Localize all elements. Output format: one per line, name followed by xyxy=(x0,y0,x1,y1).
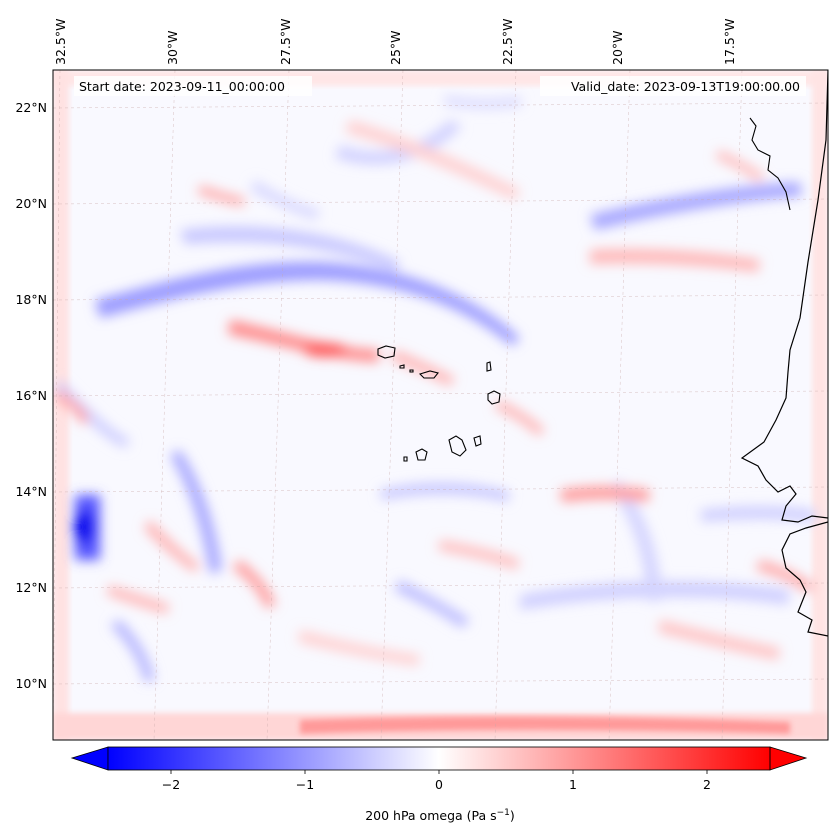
colorbar-tick-label: −2 xyxy=(162,777,180,792)
lon-label: 27.5°W xyxy=(278,19,293,65)
lon-label: 17.5°W xyxy=(722,19,737,65)
colorbar-extend-min xyxy=(70,746,109,771)
map-frame xyxy=(52,69,829,741)
cape-verde-islands xyxy=(377,345,501,462)
lat-label: 18°N xyxy=(15,292,47,307)
lat-label: 20°N xyxy=(15,196,47,211)
colorbar-tick-label: 1 xyxy=(569,777,577,792)
colorbar-title-end: ) xyxy=(510,808,515,823)
colorbar-tick-label: 2 xyxy=(703,777,711,792)
lon-label: 20°W xyxy=(610,30,625,65)
senegal-cape xyxy=(749,117,791,211)
colorbar-title-main: 200 hPa omega (Pa s xyxy=(365,808,496,823)
start-date-label: Start date: 2023-09-11_00:00:00 xyxy=(79,79,285,94)
colorbar: −2 −1 0 1 2 200 hPa omega (Pa s−1) xyxy=(70,746,808,823)
lat-label: 16°N xyxy=(15,388,47,403)
map-panel: Start date: 2023-09-11_00:00:00 Valid_da… xyxy=(52,69,829,741)
valid-date-label: Valid_date: 2023-09-13T19:00:00.00 xyxy=(571,79,800,94)
lon-label: 22.5°W xyxy=(500,19,515,65)
lat-label: 22°N xyxy=(15,100,47,115)
guinea-coastline xyxy=(781,521,828,637)
lon-label: 25°W xyxy=(388,30,403,65)
latitude-labels: 22°N 20°N 18°N 16°N 14°N 12°N 10°N xyxy=(15,100,47,691)
lat-label: 14°N xyxy=(15,484,47,499)
lat-label: 10°N xyxy=(15,676,47,691)
colorbar-extend-max xyxy=(769,746,808,771)
lon-label: 30°W xyxy=(165,30,180,65)
lon-label: 32.5°W xyxy=(53,19,68,65)
colorbar-title: 200 hPa omega (Pa s−1) xyxy=(365,808,515,823)
colorbar-title-sup: −1 xyxy=(497,808,510,818)
colorbar-tick-label: −1 xyxy=(296,777,314,792)
lat-label: 12°N xyxy=(15,580,47,595)
graticule xyxy=(53,70,828,740)
colorbar-ticks xyxy=(170,770,708,774)
colorbar-gradient xyxy=(108,747,770,770)
colorbar-tick-label: 0 xyxy=(435,777,443,792)
africa-coastline xyxy=(740,70,828,523)
longitude-labels: 32.5°W 30°W 27.5°W 25°W 22.5°W 20°W 17.5… xyxy=(53,19,737,65)
omega-field xyxy=(53,70,828,740)
